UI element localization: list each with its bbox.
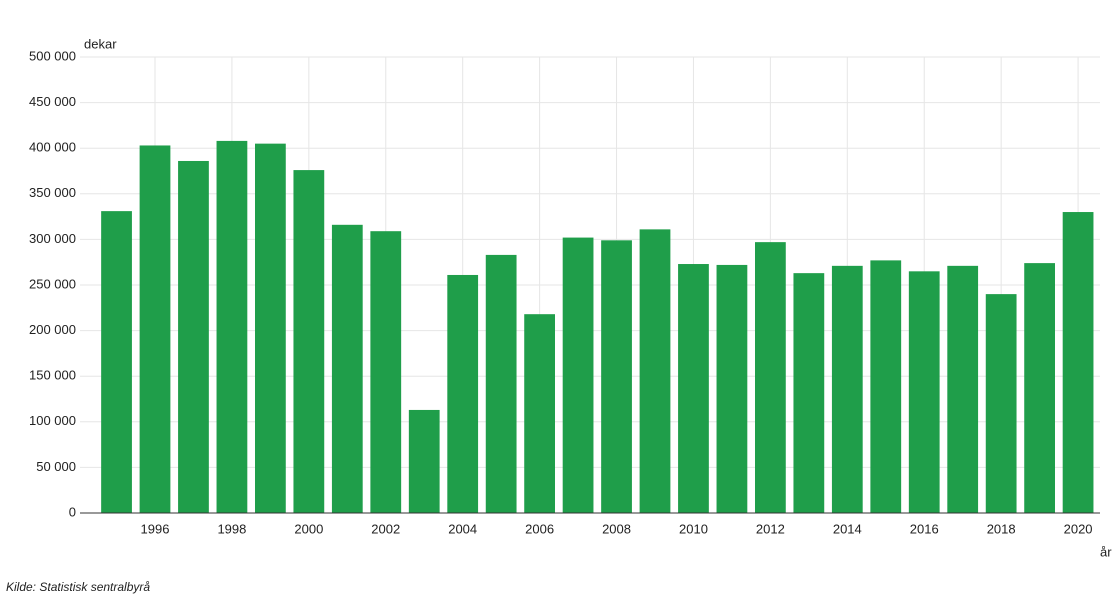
x-tick-label: 2010: [679, 521, 708, 536]
bar: [947, 265, 979, 513]
x-tick-label: 2016: [910, 521, 939, 536]
x-tick-label: 2004: [448, 521, 477, 536]
bar: [716, 264, 748, 513]
y-tick-label: 200 000: [29, 322, 76, 337]
x-unit: år: [1100, 544, 1112, 559]
bar: [331, 224, 363, 514]
bar: [639, 229, 671, 514]
bar: [447, 274, 479, 513]
y-tick-label: 300 000: [29, 231, 76, 246]
bar: [408, 409, 440, 513]
y-tick-label: 50 000: [36, 459, 76, 474]
bar: [1024, 263, 1055, 513]
x-tick-label: 2018: [987, 521, 1016, 536]
y-tick-label: 350 000: [29, 185, 76, 200]
bar: [908, 271, 940, 513]
bar: [1062, 212, 1094, 514]
x-tick-label: 2012: [756, 521, 785, 536]
x-tick-label: 1996: [141, 521, 170, 536]
bar: [831, 265, 863, 513]
y-tick-label: 250 000: [29, 276, 76, 291]
x-tick-label: 2014: [833, 521, 862, 536]
bar: [755, 242, 786, 514]
x-tick-label: 2002: [371, 521, 400, 536]
bar: [870, 260, 902, 513]
x-tick-label: 2000: [294, 521, 323, 536]
y-unit: dekar: [84, 36, 117, 51]
bar: [524, 314, 555, 513]
y-tick-label: 0: [69, 504, 76, 519]
y-tick-label: 150 000: [29, 368, 76, 383]
bar: [255, 143, 286, 513]
bar: [985, 294, 1017, 513]
y-tick-label: 450 000: [29, 94, 76, 109]
bar: [293, 170, 325, 513]
bar: [101, 211, 132, 514]
bar: [562, 237, 594, 514]
bar: [601, 240, 632, 513]
bar: [793, 273, 825, 513]
bar: [485, 254, 517, 514]
x-tick-label: 2008: [602, 521, 631, 536]
x-tick-label: 2006: [525, 521, 554, 536]
bar: [139, 145, 171, 514]
bar: [678, 264, 709, 513]
y-tick-label: 100 000: [29, 413, 76, 428]
y-tick-label: 500 000: [29, 48, 76, 63]
x-tick-label: 1998: [217, 521, 246, 536]
y-tick-label: 400 000: [29, 140, 76, 155]
x-tick-label: 2020: [1064, 521, 1093, 536]
source: Kilde: Statistisk sentralbyrå: [6, 580, 150, 594]
bar: [370, 231, 402, 513]
bar: [178, 160, 209, 513]
bar: [216, 140, 248, 514]
